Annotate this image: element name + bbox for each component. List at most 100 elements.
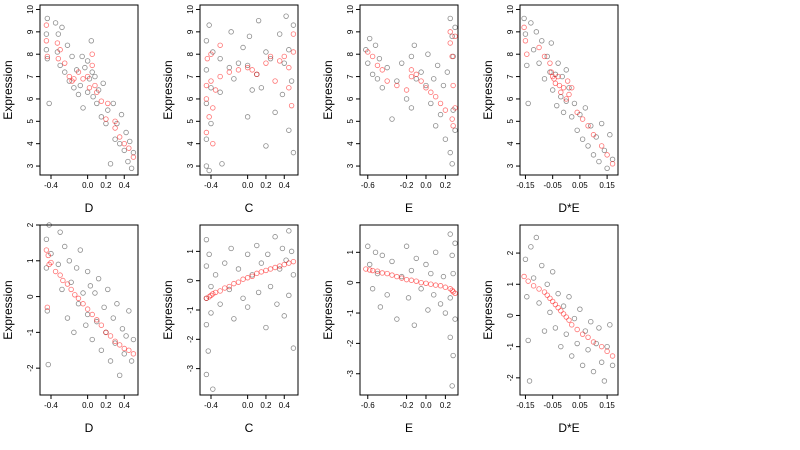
data-point-black [210, 386, 216, 392]
data-point-red [418, 78, 424, 84]
data-point-black [590, 368, 597, 375]
data-point-black [607, 322, 613, 328]
data-point-black [449, 383, 455, 389]
data-point-black [447, 334, 453, 341]
data-point-red [48, 259, 54, 266]
data-point-red [413, 278, 419, 284]
y-tick-label: 0 [506, 313, 515, 318]
data-point-red [452, 105, 458, 111]
data-point-black [263, 143, 269, 149]
data-point-black [107, 358, 114, 364]
data-point-black [244, 304, 251, 310]
plot-frame [359, 224, 459, 396]
data-point-black [123, 333, 129, 339]
y-tick-label: 3 [346, 163, 355, 168]
data-point-black [118, 111, 125, 118]
data-point-black [411, 322, 418, 328]
data-point-red [384, 78, 390, 84]
data-point-black [549, 87, 556, 93]
data-point-red [569, 322, 575, 328]
data-point-black [59, 24, 65, 31]
data-point-black [206, 167, 212, 174]
data-point-red [75, 69, 82, 75]
data-point-red [363, 266, 369, 272]
x-axis-title: C [245, 421, 254, 435]
data-point-black [100, 80, 106, 86]
data-point-black [44, 15, 51, 22]
data-point-black [62, 243, 68, 250]
data-point-red [126, 347, 132, 353]
data-point-black [98, 114, 105, 120]
data-point-red [210, 105, 216, 111]
data-point-black [544, 281, 550, 287]
x-tick-label: 0.4 [119, 181, 131, 190]
data-point-black [524, 62, 530, 69]
x-tick-label: 0.0 [420, 401, 432, 410]
y-tick-label: 4 [26, 141, 35, 146]
data-point-red [432, 94, 439, 100]
y-tick-label: -2 [506, 374, 515, 382]
data-point-black [549, 269, 556, 275]
data-point-black [80, 290, 86, 296]
data-point-red [226, 283, 233, 290]
data-point-black [544, 53, 550, 60]
data-point-black [206, 22, 212, 28]
data-point-black [240, 44, 246, 51]
data-point-red [121, 345, 127, 352]
data-point-red [574, 326, 580, 333]
scatter-panel: -0.6 -0.2 0.0 0.2 3 4 5 6 7 8 9 10 E Expression [321, 4, 459, 215]
x-tick-label: 0.2 [260, 181, 272, 190]
data-point-red [413, 71, 419, 78]
data-point-black [121, 147, 127, 154]
data-point-red [525, 278, 531, 284]
plot-frame [199, 4, 299, 176]
data-point-red [552, 301, 559, 308]
data-point-black [403, 243, 410, 249]
data-point-red [569, 85, 575, 91]
data-point-black [449, 161, 455, 167]
x-axis-title: D*E [558, 201, 579, 215]
data-point-red [288, 102, 295, 109]
y-tick-label: 1 [506, 281, 515, 286]
data-point-red [544, 292, 550, 298]
data-point-red [44, 53, 51, 60]
y-tick-label: 10 [186, 4, 195, 13]
data-point-red [408, 73, 415, 80]
data-point-black [71, 85, 77, 91]
data-point-red [408, 277, 415, 283]
data-point-red [521, 273, 527, 280]
data-point-black [272, 234, 278, 240]
data-point-red [564, 78, 571, 84]
data-point-red [92, 82, 98, 89]
data-point-black [423, 82, 429, 89]
x-tick-label: -0.4 [44, 181, 58, 190]
x-axis-title: D [85, 201, 94, 215]
data-point-red [98, 322, 105, 328]
data-point-red [449, 116, 455, 122]
data-point-red [276, 58, 283, 64]
data-point-red [75, 295, 82, 302]
data-point-red [290, 258, 297, 265]
data-point-red [428, 281, 434, 287]
x-tick-label: 0.4 [279, 401, 291, 410]
data-point-red [556, 82, 563, 89]
data-point-red [560, 85, 567, 91]
data-point-black [226, 286, 233, 293]
data-point-red [130, 351, 137, 357]
data-point-black [530, 275, 537, 281]
y-tick-label: 3 [26, 163, 35, 168]
data-point-black [219, 161, 225, 167]
data-point-red [84, 306, 91, 312]
y-tick-label: 4 [346, 141, 355, 146]
data-point-black [452, 240, 458, 246]
data-point-black [203, 136, 210, 142]
data-point-red [235, 279, 242, 285]
y-tick-label: 10 [346, 4, 355, 13]
data-point-red [286, 260, 292, 266]
data-point-red [254, 71, 260, 78]
data-point-black [267, 283, 274, 290]
y-tick-label: 4 [506, 141, 515, 146]
data-point-black [46, 222, 52, 228]
data-point-black [125, 158, 131, 165]
data-point-black [413, 255, 419, 262]
